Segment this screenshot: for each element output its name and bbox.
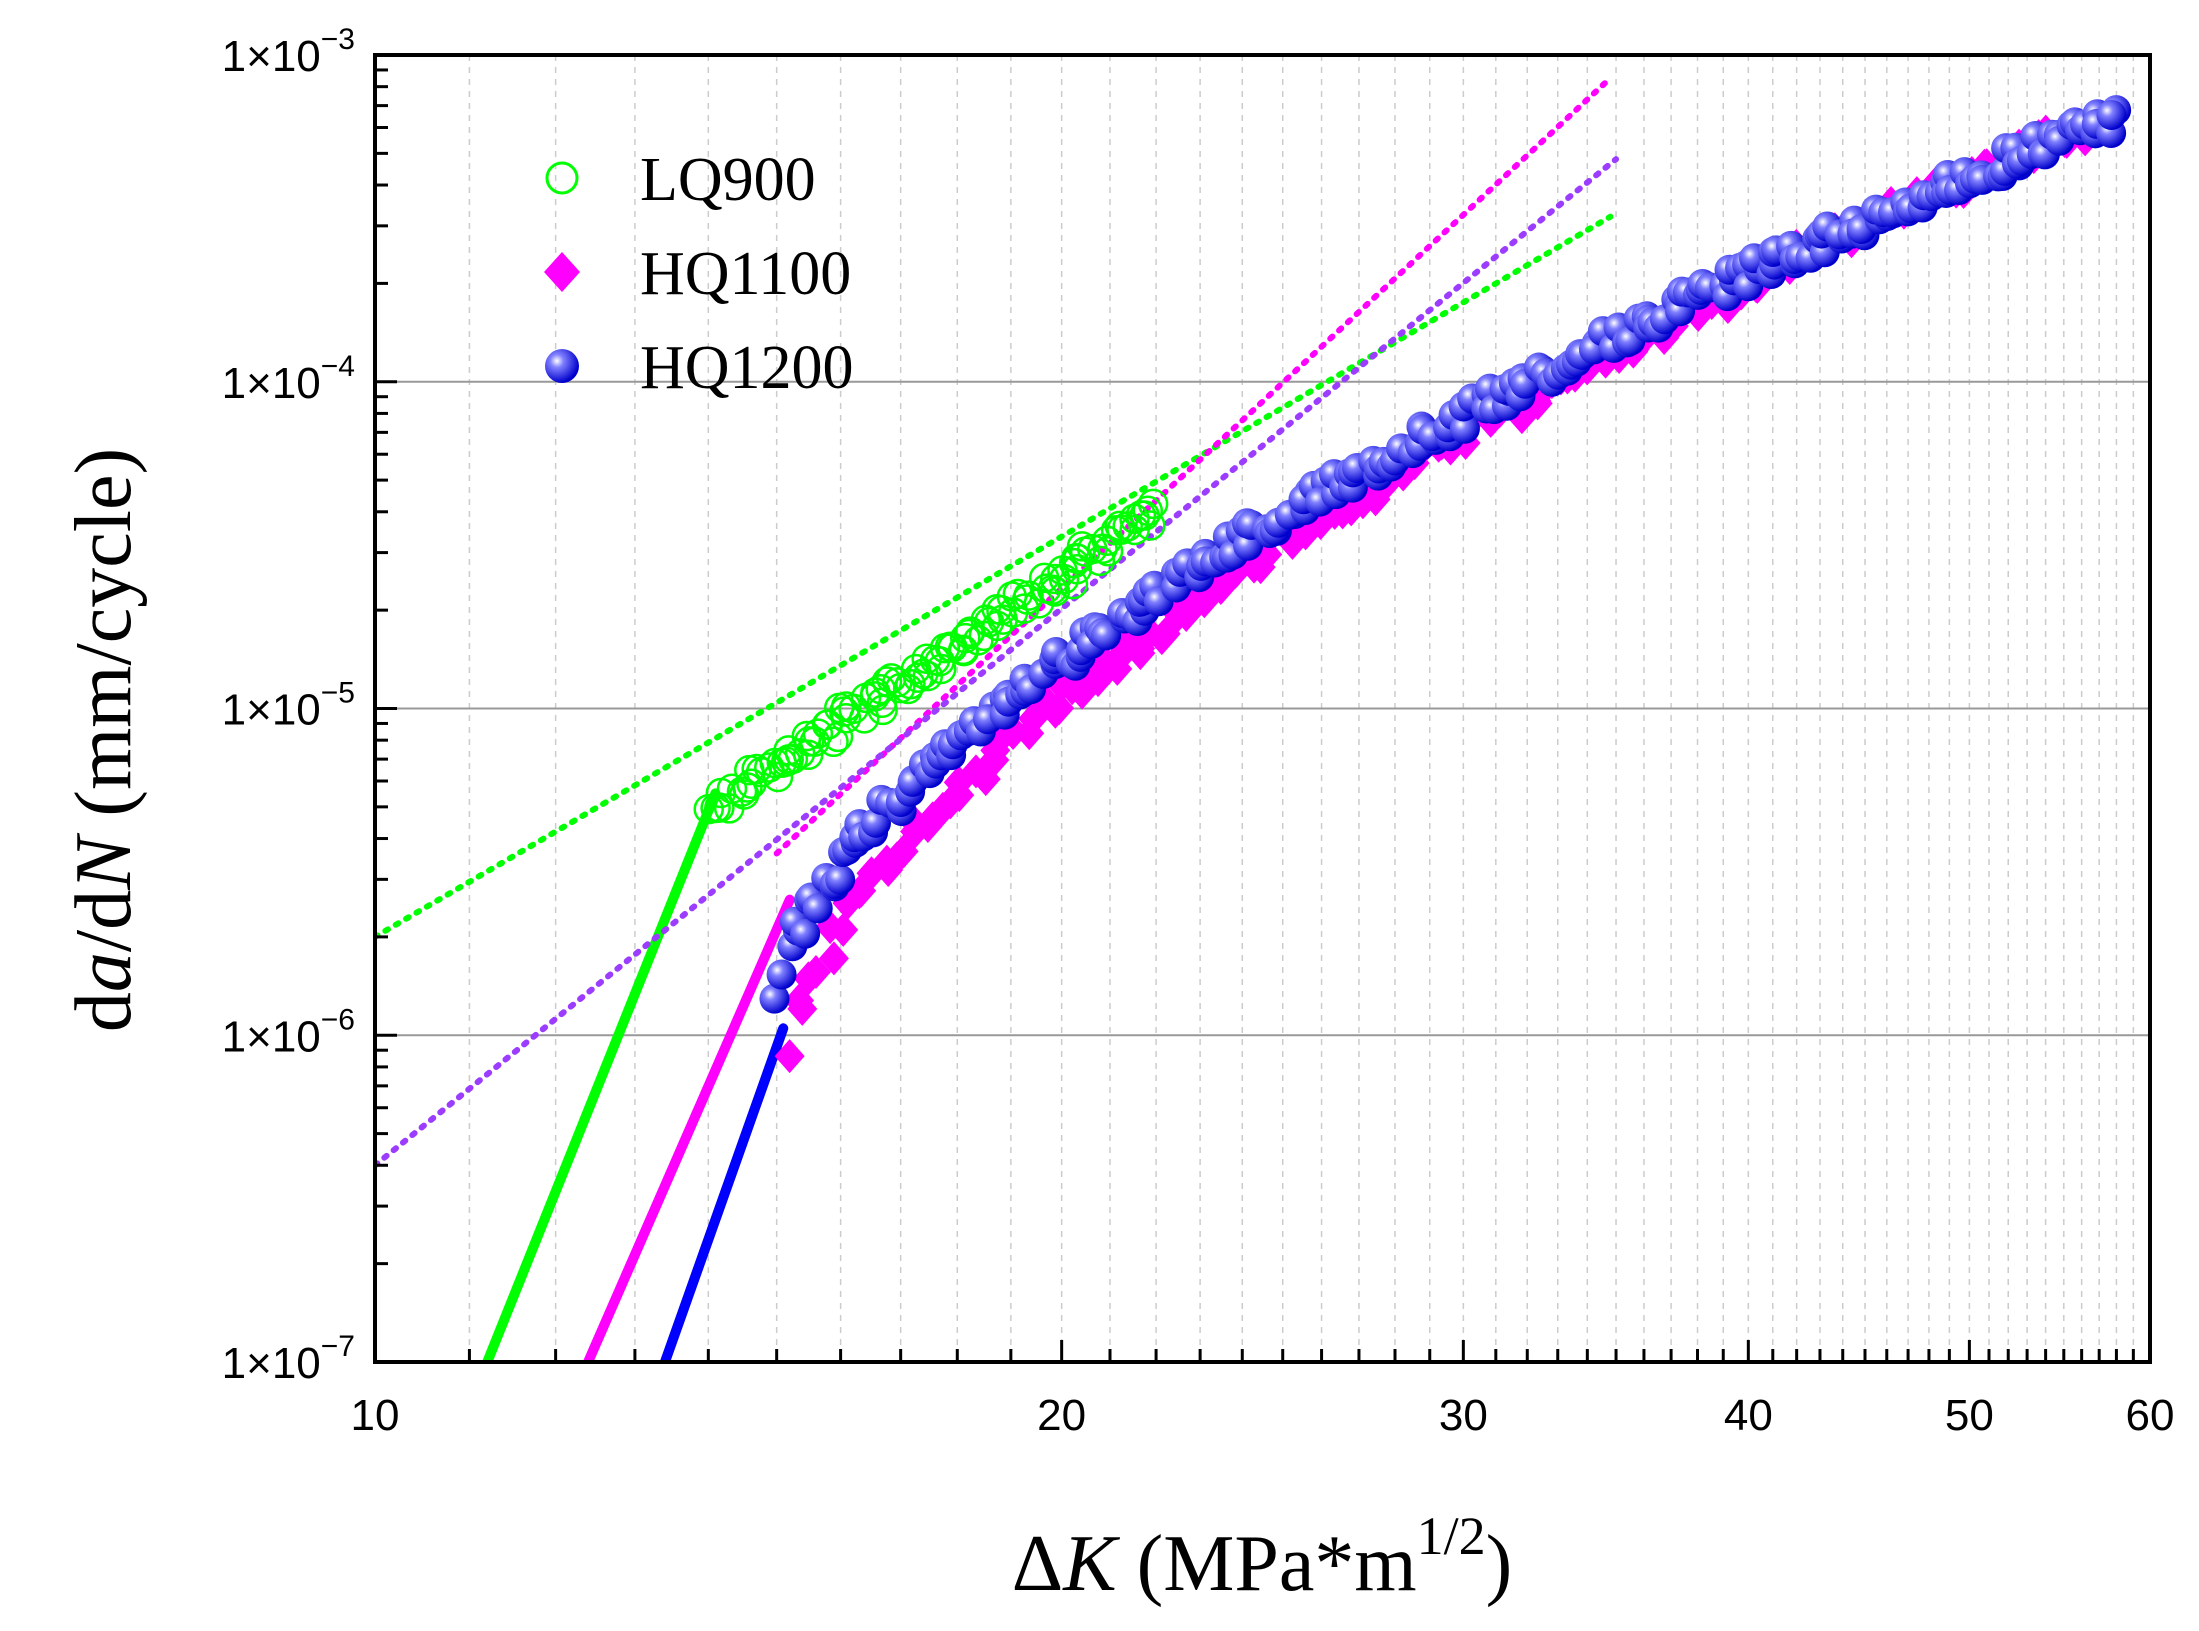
hq1200-point (766, 959, 797, 990)
fit-lines (375, 75, 1620, 1362)
lq900-point (1061, 553, 1093, 585)
data-points (693, 95, 2132, 1074)
hq1200-point (802, 893, 833, 924)
y-tick-label: 1×10−7 (222, 1330, 355, 1388)
y-tick-label: 1×10−5 (222, 677, 355, 735)
x-tick-label: 60 (2126, 1391, 2175, 1440)
y-tick-labels: 1×10−7 1×10−6 1×10−5 1×10−4 1×10−3 (222, 23, 355, 1388)
hq1200-point (1449, 413, 1480, 444)
paris-fit-line-lq900 (375, 213, 1614, 940)
legend-hq1200-label: HQ1200 (640, 334, 854, 402)
x-tick-labels: 10 20 30 40 50 60 (351, 1391, 2175, 1440)
axis-ticks (373, 68, 2152, 1364)
legend: LQ900 HQ1100 HQ1200 (544, 146, 854, 402)
lq900-point (1037, 574, 1068, 605)
x-tick-label: 30 (1439, 1391, 1488, 1440)
threshold-line-hq1200 (659, 1023, 789, 1362)
lq900-point (1084, 545, 1116, 577)
hq1200-point (790, 918, 821, 949)
legend-lq900-marker-icon (545, 161, 579, 195)
hq1200-point (2096, 100, 2127, 131)
y-tick-label: 1×10−3 (222, 23, 355, 81)
legend-lq900-label: LQ900 (640, 146, 816, 214)
x-tick-label: 20 (1037, 1391, 1086, 1440)
lq900-point (1137, 488, 1169, 520)
legend-hq1200-marker-icon (545, 349, 579, 383)
hq1100-point (774, 1039, 805, 1074)
lq900-point (949, 622, 981, 654)
legend-item-lq900: LQ900 (545, 146, 816, 214)
x-tick-label: 50 (1945, 1391, 1994, 1440)
paris-fit-line-hq1200 (375, 156, 1620, 1169)
hq1200-point (759, 983, 790, 1014)
threshold-line-lq900 (482, 788, 721, 1362)
x-tick-label: 10 (351, 1391, 400, 1440)
grid-lines (375, 55, 2150, 1362)
lq900-point (726, 776, 758, 807)
legend-hq1100-marker-icon (544, 252, 580, 292)
y-axis-title: da/dN (mm/cycle) (60, 448, 148, 1032)
lq900-point (762, 761, 794, 793)
hq1100-point (1044, 691, 1075, 726)
legend-hq1100-label: HQ1100 (640, 240, 851, 308)
threshold-line-hq1100 (583, 894, 795, 1362)
x-tick-label: 40 (1724, 1391, 1773, 1440)
lq900-point (1125, 500, 1157, 531)
hq1100-point (818, 941, 849, 976)
hq1100-point (800, 955, 831, 990)
y-tick-label: 1×10−4 (222, 350, 355, 408)
lq900-point (741, 753, 772, 785)
lq900-point (1135, 510, 1166, 541)
lq900-point (1040, 563, 1071, 595)
lq900-point (818, 726, 849, 758)
lq900-point (1002, 578, 1034, 610)
lq900-point (777, 743, 809, 775)
lq900-point (1092, 535, 1124, 567)
paris-fit-line-hq1100 (773, 75, 1614, 857)
legend-item-hq1200: HQ1200 (545, 334, 854, 402)
x-axis-title: ΔK (MPa*m1/2) (1012, 1506, 1512, 1608)
legend-item-hq1100: HQ1100 (544, 240, 851, 308)
y-tick-label: 1×10−6 (222, 1003, 355, 1061)
lq900-point (1132, 495, 1164, 527)
lq900-point (947, 634, 979, 666)
lq900-point (1057, 568, 1089, 600)
lq900-point (963, 625, 994, 656)
hq1200-point (825, 864, 856, 895)
hq1100-point (828, 912, 859, 947)
